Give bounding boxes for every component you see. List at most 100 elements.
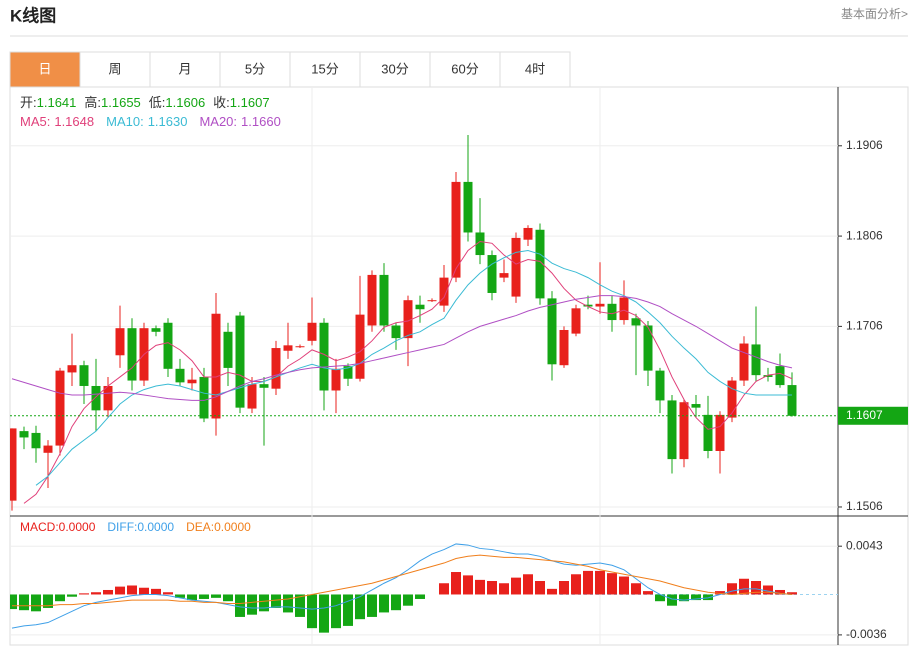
candle-body — [751, 344, 761, 376]
info-value: 1.1641 — [37, 95, 77, 110]
candle-body — [775, 366, 785, 386]
candle-body — [655, 370, 665, 401]
macd-bar — [415, 594, 425, 599]
macd-bar — [175, 594, 185, 598]
tab-label[interactable]: 60分 — [451, 61, 478, 76]
candle-body — [67, 365, 77, 373]
legend-name: DEA: — [186, 520, 214, 534]
macd-bar — [43, 594, 53, 608]
macd-bar — [691, 594, 701, 601]
tab[interactable] — [359, 51, 431, 88]
y-tick-label: 1.1806 — [846, 228, 883, 242]
macd-bar — [223, 594, 233, 602]
tab-label[interactable]: 5分 — [245, 61, 265, 76]
macd-bar — [523, 574, 533, 595]
macd-bar — [727, 583, 737, 595]
legend-value: 1.1648 — [54, 114, 94, 129]
macd-bar — [535, 581, 545, 595]
legend-name: MA20: — [199, 114, 237, 129]
y-tick-label: -0.0036 — [846, 627, 887, 641]
tab-bar: 日 周 月 5分 15分 30分 60分 4时 — [9, 51, 571, 88]
macd-bar — [739, 578, 749, 595]
tab-label[interactable]: 日 — [38, 61, 51, 76]
candle-body — [403, 300, 413, 339]
tab[interactable] — [79, 51, 151, 88]
macd-bar — [595, 570, 605, 595]
candle-body — [487, 255, 497, 293]
candle-body — [679, 402, 689, 460]
ohlc-info: 开:1.1641 高:1.1655 低:1.1606 收:1.1607 — [20, 95, 270, 110]
macd-bar — [19, 594, 29, 611]
macd-bar — [295, 594, 305, 617]
candle-body — [619, 297, 629, 321]
candle-body — [571, 308, 581, 334]
y-tick-label: 1.1506 — [846, 499, 883, 513]
macd-bar — [511, 577, 521, 595]
candle-body — [607, 303, 617, 321]
macd-bar — [619, 576, 629, 595]
candle-body — [127, 328, 137, 381]
candle-body — [163, 322, 173, 369]
candle-body — [643, 325, 653, 371]
macd-bar — [247, 594, 257, 615]
candle-body — [691, 404, 701, 408]
macd-bar — [475, 579, 485, 595]
macd-bar — [379, 594, 389, 613]
candle-body — [739, 343, 749, 381]
indicator-line — [23, 240, 793, 504]
macd-bar — [571, 574, 581, 595]
y-tick-label: 0.0043 — [846, 538, 883, 552]
legend-name: MA10: — [106, 114, 144, 129]
candle-body — [667, 400, 677, 460]
tab-label[interactable]: 月 — [178, 61, 191, 76]
candle-body — [535, 229, 545, 299]
candle-body — [727, 380, 737, 418]
candle-body — [355, 314, 365, 379]
ma-legend: MA5: 1.1648 MA10: 1.1630 MA20: 1.1660 — [20, 114, 281, 129]
indicator-line — [35, 250, 792, 486]
macd-bar — [763, 585, 773, 595]
info-name: 收: — [213, 95, 230, 110]
macd-plot — [10, 543, 838, 633]
macd-bar — [463, 575, 473, 595]
tab-label[interactable]: 30分 — [381, 61, 408, 76]
candle-body — [115, 328, 125, 356]
label-layer: 1.1506 1.1706 1.1806 1.1906 0.0043 -0.0036 1.1… — [10, 95, 908, 641]
macd-legend: MACD:0.0000 DIFF:0.0000 DEA:0.0000 — [20, 520, 251, 534]
tab-label[interactable]: 4时 — [525, 61, 545, 76]
candle-body — [91, 385, 101, 411]
candle-body — [79, 365, 89, 386]
macd-bar — [331, 594, 341, 629]
fundamental-link[interactable]: 基本面分析> — [841, 7, 908, 21]
indicator-line — [11, 543, 793, 629]
candle-body — [475, 232, 485, 256]
macd-bar — [139, 587, 149, 595]
candle-body — [319, 322, 329, 391]
macd-bar — [355, 594, 365, 620]
legend-value: 0.0000 — [59, 520, 96, 534]
candle-body — [271, 348, 281, 389]
candle-body — [295, 346, 305, 348]
candle-body — [367, 274, 377, 326]
grid-layer — [10, 145, 842, 636]
candle-body — [175, 368, 185, 383]
macd-bar — [679, 594, 689, 602]
macd-bar — [151, 588, 161, 595]
tab-label[interactable]: 15分 — [311, 61, 338, 76]
candle-body — [427, 300, 437, 302]
tab-label[interactable]: 周 — [108, 61, 121, 76]
candle-body — [787, 385, 797, 416]
candle-body — [763, 375, 773, 377]
candle-body — [199, 376, 209, 419]
widget-title: K线图 — [10, 5, 56, 25]
macd-bar — [31, 594, 41, 612]
tab[interactable] — [499, 51, 571, 88]
macd-bar — [499, 583, 509, 595]
y-tick-label: 1.1706 — [846, 319, 883, 333]
candle-body — [283, 345, 293, 351]
legend-value: 0.0000 — [214, 520, 251, 534]
candle-body — [187, 379, 197, 384]
macd-bar — [319, 594, 329, 633]
macd-bar — [391, 594, 401, 611]
